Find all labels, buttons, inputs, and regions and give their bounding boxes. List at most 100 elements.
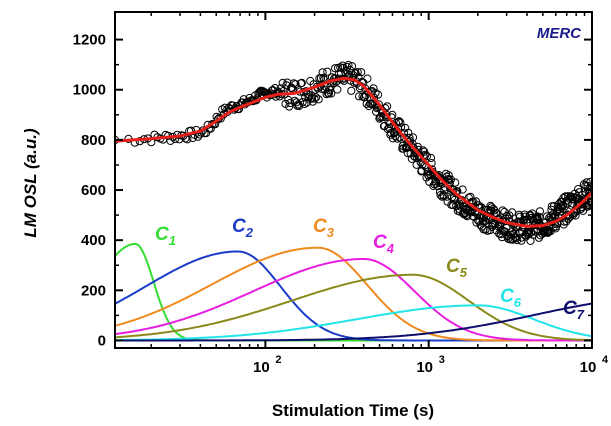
data-point (502, 223, 511, 232)
component-label-letter: C (232, 216, 246, 237)
data-point (404, 128, 413, 137)
data-point (314, 95, 323, 104)
component-label-subscript: 2 (245, 225, 254, 240)
data-point (584, 200, 592, 209)
data-point (505, 211, 514, 220)
data-point (408, 133, 418, 142)
data-point (364, 101, 373, 111)
data-point (513, 236, 522, 245)
data-point (369, 84, 378, 93)
data-point (357, 68, 366, 77)
data-point (517, 236, 526, 245)
data-point (451, 178, 460, 187)
data-point (403, 149, 412, 158)
y-tick-label: 400 (81, 232, 106, 249)
component-label-c6: C6 (500, 286, 522, 310)
data-point (383, 102, 392, 111)
y-axis-title: LM OSL (a.u.) (21, 128, 40, 238)
data-point (507, 208, 517, 217)
data-point (444, 171, 453, 180)
data-point (520, 215, 529, 225)
x-tick-label: 10 (416, 359, 433, 376)
component-curve-c4 (115, 258, 592, 342)
x-tick-label: 10 (580, 359, 597, 376)
component-label-c7: C7 (563, 298, 585, 322)
data-point (362, 99, 371, 108)
x-tick-exponent: 3 (439, 354, 445, 366)
data-point (333, 85, 342, 94)
data-point (294, 100, 303, 109)
component-label-letter: C (313, 216, 327, 237)
data-point (426, 153, 436, 163)
data-point (327, 89, 336, 98)
data-point (318, 68, 327, 77)
data-point (498, 206, 507, 215)
y-tick-label: 1000 (73, 82, 106, 99)
data-point (458, 185, 467, 194)
component-label-subscript: 4 (386, 241, 395, 256)
data-point (429, 181, 438, 190)
component-label-subscript: 5 (460, 265, 468, 280)
y-tick-label: 600 (81, 182, 106, 199)
data-point (363, 74, 372, 83)
data-point (372, 107, 381, 116)
data-point (439, 191, 448, 200)
plot-frame (114, 11, 593, 349)
component-curve-c5 (115, 273, 592, 342)
data-point (342, 62, 352, 72)
data-point (347, 86, 356, 95)
component-label-subscript: 3 (327, 225, 335, 240)
x-tick-exponent: 4 (602, 354, 609, 366)
y-tick-label: 1200 (73, 32, 106, 49)
data-point (586, 177, 592, 186)
component-label-c3: C3 (313, 216, 335, 240)
data-point (216, 114, 225, 123)
measured-points (115, 60, 592, 245)
data-point (353, 68, 362, 77)
data-point (472, 218, 481, 227)
data-point (310, 94, 319, 103)
data-point (396, 118, 405, 127)
data-point (312, 93, 321, 102)
fit-curve (115, 76, 592, 228)
component-label-subscript: 1 (169, 233, 176, 248)
data-point (374, 90, 383, 99)
component-label-letter: C (563, 298, 577, 319)
component-label-c4: C4 (373, 232, 395, 256)
data-point (418, 146, 428, 155)
component-label-c2: C2 (232, 216, 254, 240)
y-tick-label: 800 (81, 132, 106, 149)
component-label-letter: C (373, 232, 387, 253)
component-label-c1: C1 (155, 224, 176, 248)
data-point (446, 175, 455, 184)
data-point (422, 152, 432, 161)
component-curve-c6 (115, 304, 592, 342)
data-point (285, 102, 294, 111)
component-label-subscript: 7 (577, 307, 585, 322)
x-axis-title: Stimulation Time (s) (272, 401, 434, 420)
component-label-letter: C (446, 256, 460, 277)
y-tick-label: 0 (98, 332, 106, 349)
component-label-subscript: 6 (514, 295, 522, 310)
component-curve-c7 (115, 302, 592, 342)
data-point (297, 78, 306, 88)
data-point (323, 67, 332, 76)
data-point (451, 188, 460, 197)
data-point (286, 98, 295, 108)
data-point (487, 203, 496, 212)
data-point (403, 143, 412, 152)
data-point (543, 228, 553, 237)
axes: 0 200 400 600 800 1000 1200 10 2 10 3 10 4 (73, 12, 609, 376)
data-point (571, 211, 580, 220)
x-tick-exponent: 2 (275, 354, 281, 366)
y-tick-label: 200 (81, 282, 106, 299)
data-point (535, 207, 545, 216)
data-point (374, 100, 383, 109)
corner-label: MERC (537, 25, 582, 42)
data-point (347, 62, 357, 71)
data-point (444, 175, 453, 184)
data-point (407, 141, 416, 150)
data-point (395, 117, 404, 126)
